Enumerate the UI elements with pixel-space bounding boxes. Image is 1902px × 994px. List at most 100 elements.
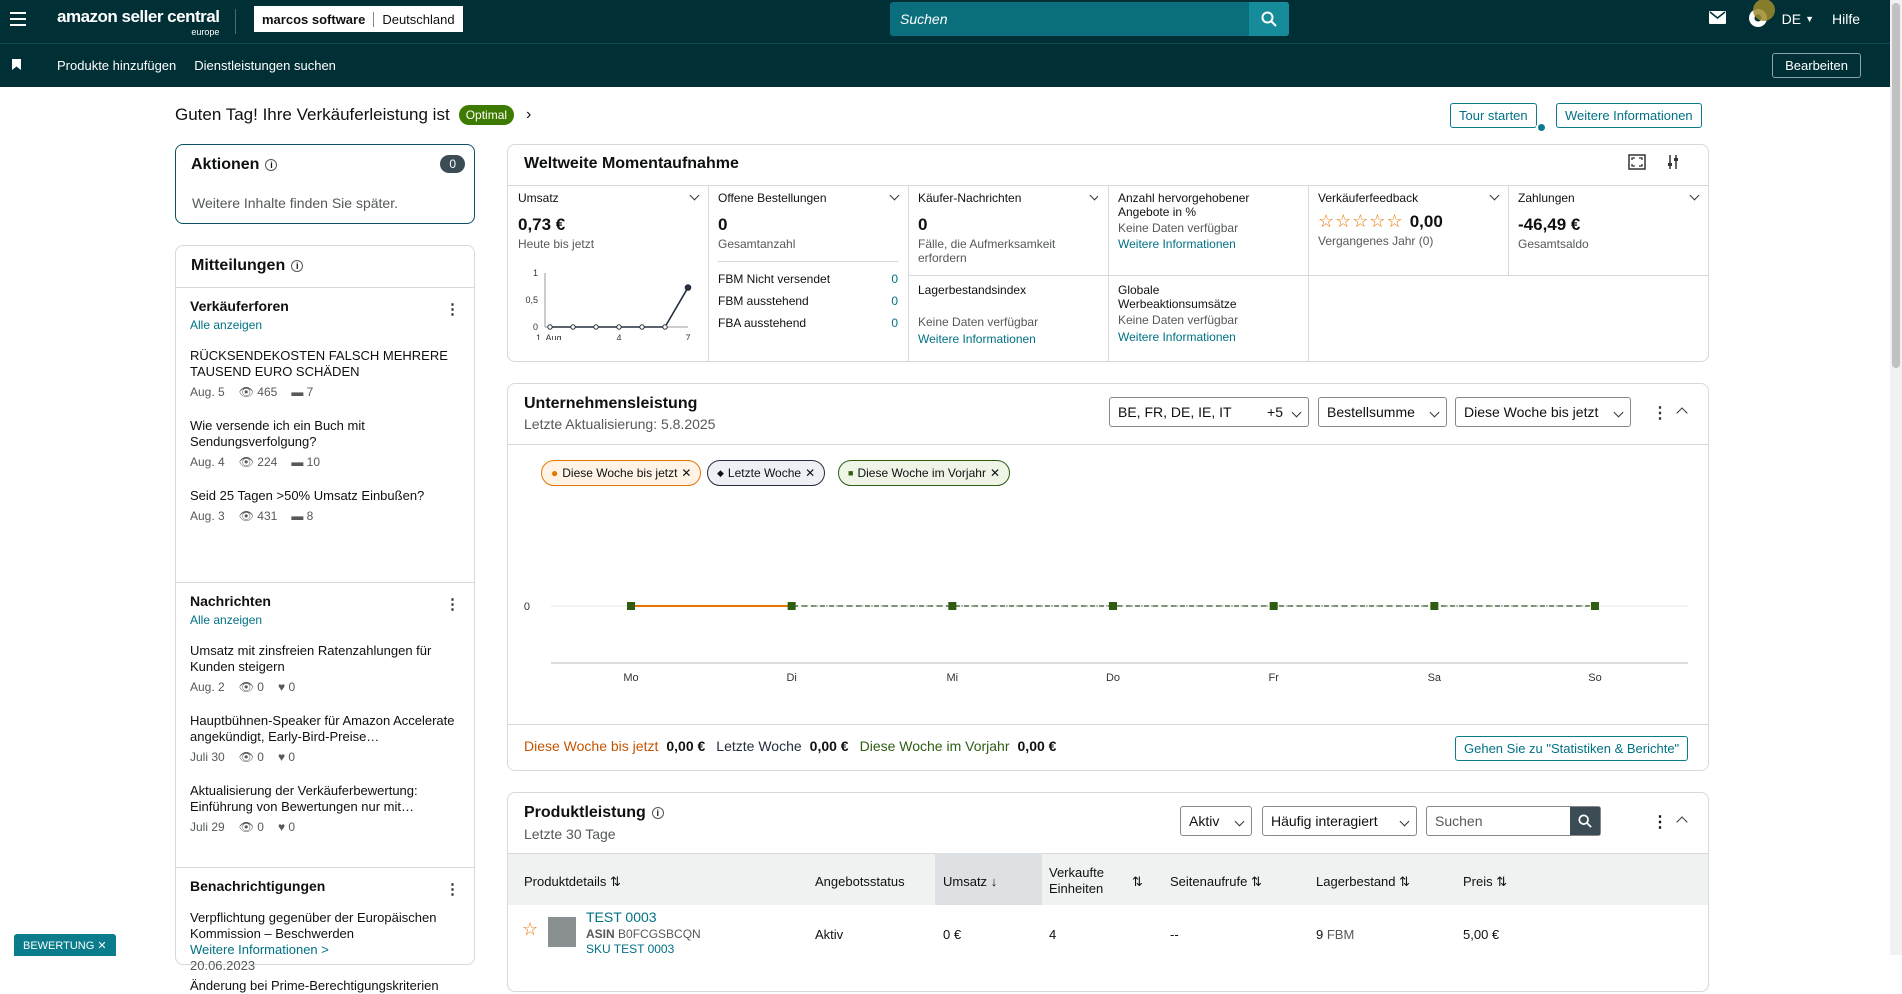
sort-filter-dropdown[interactable]: Häufig interagiert (1262, 806, 1417, 836)
table-row[interactable]: ☆ TEST 0003 ASIN B0FCGSBCQN SKU TEST 000… (522, 909, 1500, 956)
info-icon[interactable]: i (265, 158, 278, 171)
reports-button[interactable]: Gehen Sie zu "Statistiken & Berichte" (1455, 736, 1689, 761)
data-point (570, 324, 576, 330)
comment-icon: ▬ (291, 385, 304, 399)
info-icon[interactable]: i (291, 259, 304, 272)
more-options-icon[interactable]: ⋮ (1652, 405, 1668, 422)
total-value: 0,00 € (809, 738, 849, 754)
search-input[interactable]: Suchen (900, 11, 948, 27)
data-point (787, 602, 796, 610)
heart-icon: ♥ (277, 680, 286, 694)
bookmark-icon[interactable] (12, 57, 21, 75)
list-item[interactable]: Hauptbühnen-Speaker für Amazon Accelerat… (190, 713, 455, 764)
settings-sliders-icon[interactable] (1666, 154, 1680, 175)
comment-icon: ▬ (291, 455, 304, 469)
expand-icon[interactable] (1628, 154, 1646, 175)
search-bar[interactable]: Suchen (890, 2, 1289, 36)
list-item[interactable]: Umsatz mit zinsfreien Ratenzahlungen für… (190, 643, 432, 694)
period-dropdown[interactable]: Diese Woche bis jetzt (1455, 397, 1631, 427)
star-icon[interactable]: ☆ (522, 919, 539, 939)
more-options-icon[interactable]: ⋮ (1652, 814, 1668, 831)
help-link[interactable]: Hilfe (1831, 11, 1860, 27)
more-options-icon[interactable]: ⋮ (445, 596, 460, 613)
promotion-sales-tile[interactable]: Globale Werbeaktionsumsätze Keine Daten … (1118, 283, 1298, 344)
more-info-link[interactable]: Weitere Informationen (1118, 330, 1236, 344)
column-header[interactable]: Preis ⇅ (1463, 874, 1508, 889)
eye-icon: 👁 (238, 820, 254, 834)
menu-icon[interactable] (10, 12, 26, 26)
sales-tile[interactable]: Umsatz 0,73 € Heute bis jetzt 1 0,5 0 1. Au… (518, 190, 700, 343)
inventory-index-tile[interactable]: Lagerbestandsindex Keine Daten verfügbar… (918, 283, 1098, 346)
open-orders-tile[interactable]: Offene Bestellungen 0 Gesamtanzahl FBM N… (718, 190, 900, 330)
more-options-icon[interactable]: ⋮ (445, 301, 460, 318)
column-header[interactable]: Umsatz ↓ (943, 874, 998, 889)
search-button[interactable] (1570, 807, 1600, 835)
payments-tile[interactable]: Zahlungen -46,49 € Gesamtsaldo (1518, 190, 1700, 251)
feedback-tab[interactable]: BEWERTUNG ✕ (14, 934, 116, 956)
x-tick-label: Mi (947, 672, 959, 684)
square-icon: ■ (848, 468, 854, 478)
search-button[interactable] (1249, 2, 1289, 36)
chevron-right-icon[interactable]: › (526, 106, 532, 123)
product-search[interactable]: Suchen (1426, 806, 1601, 836)
tour-button[interactable]: Tour starten (1450, 103, 1537, 128)
legend-chip[interactable]: ■ Diese Woche im Vorjahr ✕ (838, 460, 1010, 486)
logo[interactable]: amazon seller central europe (57, 7, 220, 37)
list-item[interactable]: Aktualisierung der Verkäuferbewertung: E… (190, 783, 418, 834)
column-header[interactable]: Seitenaufrufe ⇅ (1170, 874, 1262, 889)
total-label: Letzte Woche (716, 738, 802, 754)
data-point (1269, 602, 1278, 610)
notifications-section: Benachrichtigungen ⋮ Verpflichtung gegen… (176, 867, 474, 994)
nav-item-add-products[interactable]: Produkte hinzufügen (57, 58, 177, 73)
more-options-icon[interactable]: ⋮ (445, 881, 460, 898)
info-icon[interactable]: i (651, 806, 664, 819)
seller-feedback-tile[interactable]: Verkäuferfeedback ☆☆☆☆☆ 0,00 Vergangenes … (1318, 190, 1500, 248)
metric-dropdown[interactable]: Bestellsumme (1318, 397, 1447, 427)
mail-icon[interactable] (1708, 11, 1726, 27)
gear-icon[interactable] (1748, 0, 1775, 31)
legend-chip[interactable]: ◆ Letzte Woche ✕ (707, 460, 826, 486)
legend-chip[interactable]: ● Diese Woche bis jetzt ✕ (541, 460, 702, 486)
arrow-down-icon: ↓ (990, 874, 998, 889)
edit-button[interactable]: Bearbeiten (1772, 53, 1861, 78)
product-name-link[interactable]: TEST 0003 (586, 909, 657, 925)
nav-bar: Produkte hinzufügen Dienstleistungen suc… (0, 43, 1890, 87)
more-info-button[interactable]: Weitere Informationen (1556, 103, 1702, 128)
news-section: Nachrichten ⋮ Alle anzeigen Umsatz mit z… (176, 582, 474, 867)
order-row[interactable]: FBA ausstehend 0 (718, 316, 898, 330)
view-all-link[interactable]: Alle anzeigen (190, 318, 263, 332)
more-info-link[interactable]: Weitere Informationen (1118, 237, 1236, 251)
column-header[interactable]: Produktdetails ⇅ (524, 874, 621, 889)
search-icon (1261, 11, 1277, 27)
collapse-icon[interactable] (1676, 816, 1688, 828)
x-tick-label: Di (786, 672, 796, 684)
featured-offer-tile[interactable]: Anzahl hervorgehobener Angebote in % Kei… (1118, 191, 1298, 251)
account-switcher[interactable]: marcos software Deutschland (254, 6, 463, 32)
sort-icon[interactable]: ⇅ (1132, 874, 1143, 889)
order-row[interactable]: FBM ausstehend 0 (718, 294, 898, 308)
list-item[interactable]: Seid 25 Tagen >50% Umsatz Einbußen? Aug.… (190, 488, 425, 523)
list-item[interactable]: Wie versende ich ein Buch mit Sendungsve… (190, 418, 365, 469)
buyer-messages-tile[interactable]: Käufer-Nachrichten 0 Fälle, die Aufmerks… (918, 191, 1098, 269)
marketplace-dropdown[interactable]: BE, FR, DE, IE, IT +5 (1109, 397, 1309, 427)
actions-card: Aktionen i 0 Weitere Inhalte finden Sie s… (175, 144, 475, 224)
list-item[interactable]: RÜCKSENDEKOSTEN FALSCH MEHRERE TAUSEND E… (190, 348, 448, 399)
status-badge: Optimal (458, 105, 515, 125)
order-row[interactable]: FBM Nicht versendet 0 (718, 272, 898, 286)
view-all-link[interactable]: Alle anzeigen (190, 613, 263, 627)
nav-item-find-services[interactable]: Dienstleistungen suchen (194, 58, 336, 73)
x-tick-label: Fr (1268, 672, 1279, 684)
eye-icon: 👁 (238, 455, 254, 469)
column-header[interactable]: Verkaufte Einheiten (1049, 865, 1104, 896)
language-selector[interactable]: DE ▼ (1781, 11, 1814, 27)
sales-sparkline: 1 0,5 01. Aug. 4 7 (525, 268, 692, 343)
data-point (627, 602, 635, 610)
y-tick-label: 0 (524, 601, 530, 613)
status-filter-dropdown[interactable]: Aktiv (1180, 806, 1252, 836)
more-info-link[interactable]: Weitere Informationen > (190, 942, 329, 957)
more-info-link[interactable]: Weitere Informationen (918, 332, 1036, 346)
column-header[interactable]: Lagerbestand ⇅ (1316, 874, 1411, 889)
total-label: Diese Woche im Vorjahr (859, 738, 1010, 754)
scrollbar[interactable] (1890, 0, 1902, 955)
product-search-input[interactable]: Suchen (1435, 813, 1483, 829)
